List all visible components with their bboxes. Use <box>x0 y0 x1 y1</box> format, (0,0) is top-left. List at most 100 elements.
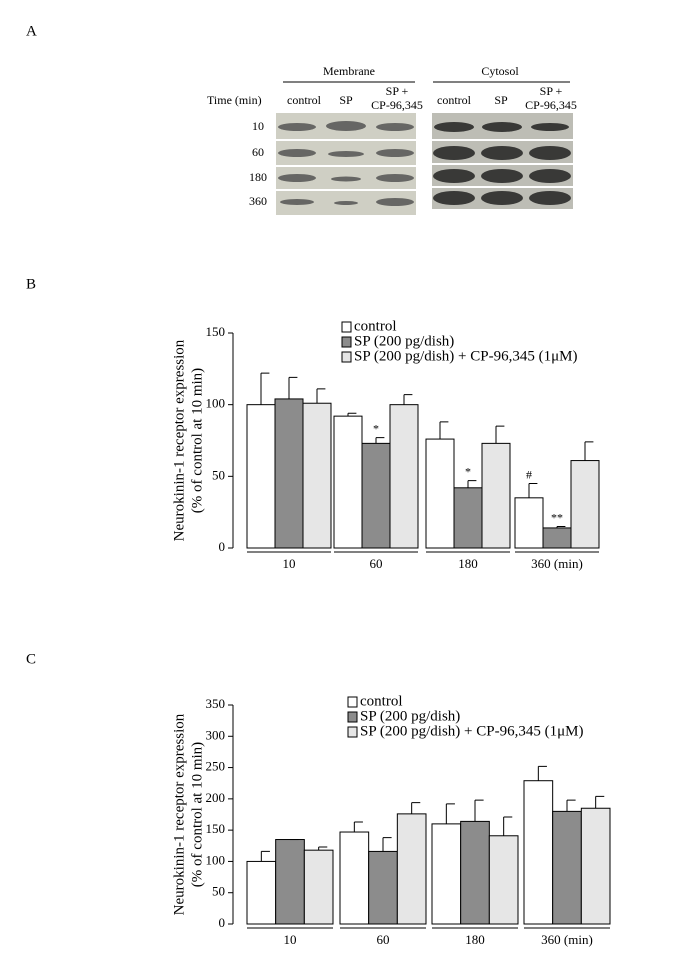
bar <box>425 438 455 549</box>
x-tick-label: 180 <box>465 932 485 947</box>
error-bar <box>316 388 326 404</box>
error-bar <box>528 483 538 498</box>
bar <box>361 442 391 549</box>
error-bar <box>566 799 576 812</box>
error-bar <box>403 394 413 405</box>
x-tick-label: 360 (min) <box>531 556 583 571</box>
y-axis-label: Neurokinin-1 receptor expression <box>171 339 187 541</box>
error-bar <box>556 526 566 528</box>
bar <box>488 835 519 925</box>
y-tick-label: 100 <box>206 852 226 867</box>
bar <box>396 813 427 925</box>
x-tick-label: 10 <box>283 556 296 571</box>
lane-label: SP <box>339 93 353 107</box>
error-bar <box>537 765 547 781</box>
blot-cytosol <box>432 113 573 209</box>
bar <box>303 849 334 925</box>
legend-swatch <box>341 336 352 348</box>
error-bar <box>445 803 455 824</box>
error-bar <box>474 799 484 822</box>
y-tick-label: 100 <box>206 396 226 411</box>
bar <box>431 823 462 925</box>
bar <box>339 831 370 925</box>
bar <box>246 860 277 925</box>
y-tick-label: 150 <box>206 821 226 836</box>
error-bar <box>288 376 298 399</box>
time-label: Time (min) <box>207 93 262 107</box>
legend-label: SP (200 pg/dish) <box>354 333 454 349</box>
x-tick-label: 180 <box>458 556 478 571</box>
panel-label: C <box>26 651 36 667</box>
bar <box>552 810 582 925</box>
bar <box>514 497 544 549</box>
error-bar <box>375 437 385 444</box>
error-bar <box>382 837 392 852</box>
x-tick-label: 10 <box>284 932 297 947</box>
y-tick-label: 0 <box>219 915 226 930</box>
lane-label: CP-96,345 <box>371 98 423 112</box>
significance: ** <box>551 510 563 524</box>
error-bar <box>260 372 270 405</box>
legend-swatch <box>347 711 358 723</box>
bar <box>523 780 554 925</box>
panel-label: A <box>26 23 37 39</box>
time-value: 180 <box>249 170 267 184</box>
bar <box>481 442 511 549</box>
y-tick-label: 50 <box>212 467 225 482</box>
lane-label: control <box>287 93 322 107</box>
lane-label: CP-96,345 <box>525 98 577 112</box>
lane-label: SP + <box>386 84 409 98</box>
legend-label: control <box>360 693 403 709</box>
bar <box>246 404 276 549</box>
y-tick-label: 50 <box>212 884 225 899</box>
error-bar <box>584 441 594 461</box>
legend-label: SP (200 pg/dish) <box>360 708 460 724</box>
y-axis-label: (% of control at 10 min) <box>189 742 205 887</box>
lane-label: control <box>437 93 472 107</box>
fraction-label: Cytosol <box>481 64 519 78</box>
y-tick-label: 350 <box>206 696 226 711</box>
bar <box>275 839 305 925</box>
legend-label: SP (200 pg/dish) + CP-96,345 (1μM) <box>354 348 577 364</box>
bar <box>580 807 611 925</box>
error-bar <box>260 850 270 862</box>
lane-label: SP + <box>540 84 563 98</box>
legend-label: SP (200 pg/dish) + CP-96,345 (1μM) <box>360 723 583 739</box>
bar <box>460 820 490 925</box>
y-tick-label: 250 <box>206 759 226 774</box>
x-tick-label: 360 (min) <box>541 932 593 947</box>
x-tick-label: 60 <box>377 932 390 947</box>
legend-swatch <box>341 351 352 363</box>
legend-swatch <box>347 726 358 738</box>
bar <box>368 850 398 925</box>
error-bar <box>595 795 605 809</box>
y-tick-label: 300 <box>206 727 226 742</box>
bar <box>274 398 304 549</box>
error-bar <box>411 802 421 814</box>
error-bar <box>318 846 328 851</box>
y-tick-label: 200 <box>206 790 226 805</box>
legend-swatch <box>347 696 358 708</box>
time-value: 10 <box>252 119 264 133</box>
blot-membrane <box>276 113 416 215</box>
panel-label: B <box>26 276 36 292</box>
bar <box>389 404 419 549</box>
bar <box>542 527 572 549</box>
significance: * <box>465 464 471 478</box>
y-axis-label: Neurokinin-1 receptor expression <box>171 713 187 915</box>
time-value: 360 <box>249 194 267 208</box>
y-axis-label: (% of control at 10 min) <box>189 368 205 513</box>
legend-label: control <box>354 318 397 334</box>
error-bar <box>353 821 363 833</box>
significance: * <box>373 421 379 435</box>
error-bar <box>467 480 477 488</box>
bar <box>453 487 483 549</box>
x-tick-label: 60 <box>370 556 383 571</box>
bar <box>302 402 332 549</box>
error-bar <box>347 412 357 417</box>
y-tick-label: 0 <box>219 539 226 554</box>
legend-swatch <box>341 321 352 333</box>
error-bar <box>439 421 449 440</box>
error-bar <box>495 425 505 444</box>
